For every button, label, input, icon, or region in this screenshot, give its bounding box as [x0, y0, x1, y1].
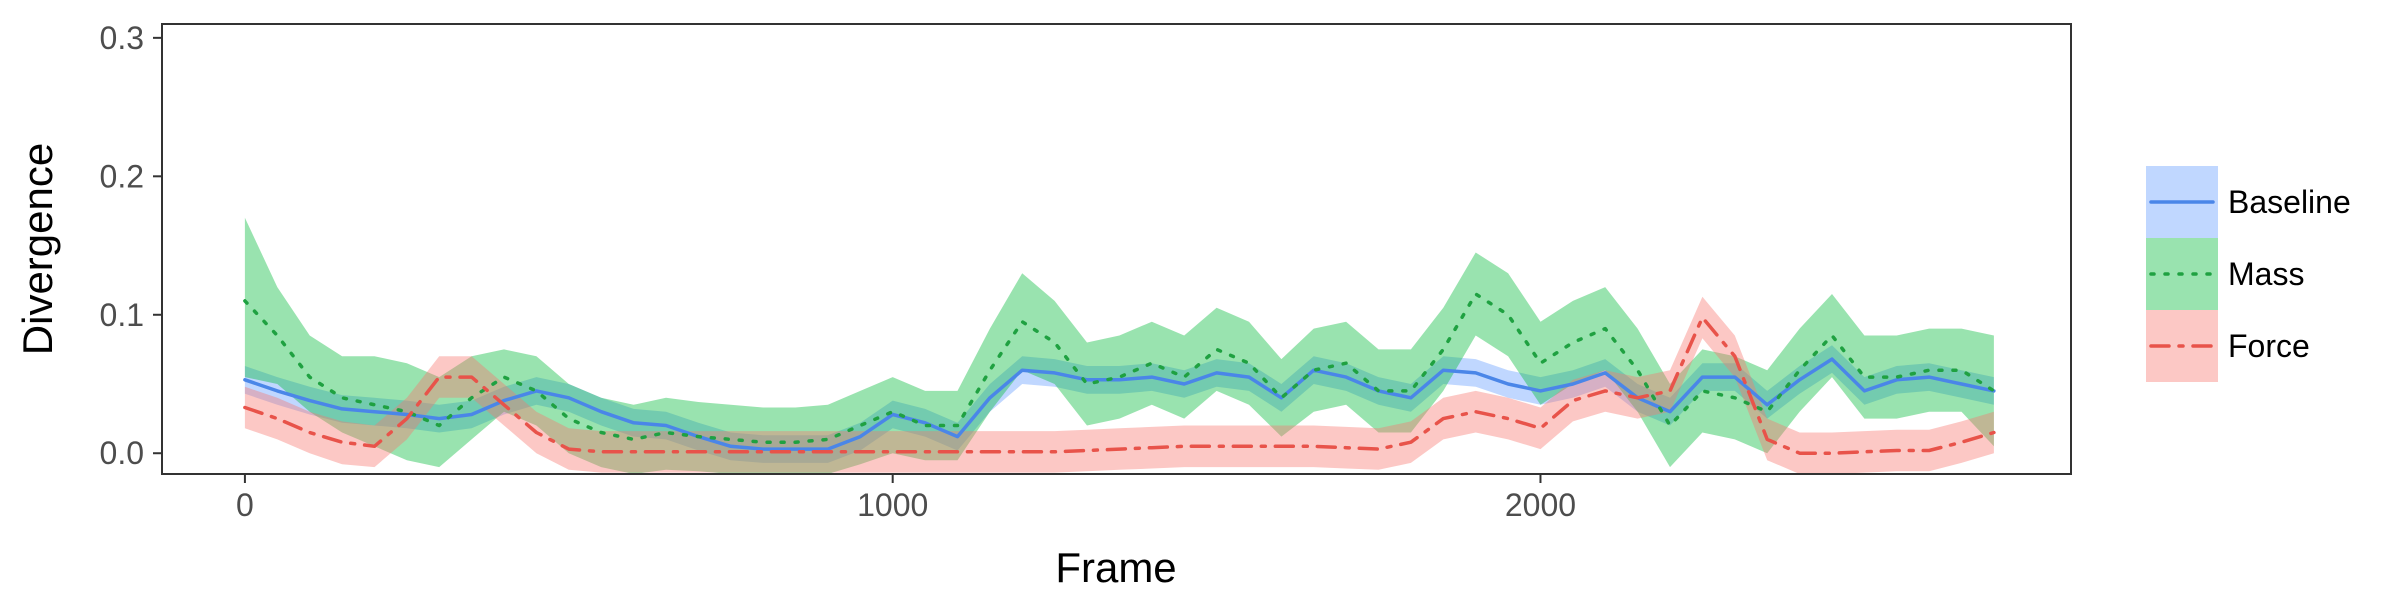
- y-tick-label: 0.0: [100, 435, 144, 471]
- x-tick-label: 1000: [857, 487, 928, 523]
- legend-label-baseline: Baseline: [2228, 184, 2351, 220]
- mass-confidence-band: [244, 217, 1994, 474]
- legend-item-force: Force: [2146, 310, 2310, 382]
- x-tick-label: 0: [236, 487, 254, 523]
- x-tick-label: 2000: [1505, 487, 1576, 523]
- y-tick-label: 0.2: [100, 158, 144, 194]
- baseline-confidence-band: [244, 345, 1994, 463]
- legend: Baseline Mass Force: [2146, 166, 2351, 382]
- baseline-series-line: [243, 357, 1996, 451]
- y-tick-label: 0.1: [100, 297, 144, 333]
- legend-item-mass: Mass: [2146, 238, 2304, 310]
- legend-item-baseline: Baseline: [2146, 166, 2351, 238]
- legend-label-force: Force: [2228, 328, 2310, 364]
- y-axis-title: Divergence: [14, 143, 61, 355]
- x-axis: 0 1000 2000: [236, 474, 1576, 523]
- y-tick-label: 0.3: [100, 20, 144, 56]
- confidence-bands: [244, 217, 1994, 474]
- y-axis: 0.0 0.1 0.2 0.3: [100, 20, 162, 471]
- force-series-line: [243, 315, 1996, 455]
- legend-label-mass: Mass: [2228, 256, 2304, 292]
- x-axis-title: Frame: [1055, 544, 1176, 591]
- series-lines: [243, 292, 1996, 455]
- plot-panel-border: [161, 23, 2072, 475]
- force-confidence-band: [244, 296, 1994, 474]
